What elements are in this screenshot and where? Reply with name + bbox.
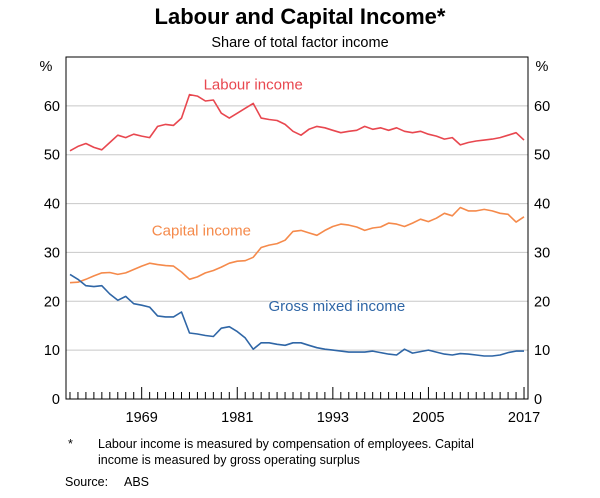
y-tick-label-right: 10 bbox=[534, 343, 550, 359]
chart-subtitle: Share of total factor income bbox=[211, 35, 389, 51]
y-tick-label-left: 20 bbox=[44, 294, 60, 310]
y-tick-label-left: 50 bbox=[44, 148, 60, 164]
source-value: ABS bbox=[124, 475, 150, 489]
y-tick-label-right: 30 bbox=[534, 245, 550, 261]
y-axis-unit-left: % bbox=[40, 59, 53, 75]
y-tick-label-right: 60 bbox=[534, 99, 550, 115]
gridlines bbox=[66, 105, 528, 351]
y-tick-label-right: 0 bbox=[534, 392, 542, 408]
y-tick-label-left: 60 bbox=[44, 99, 60, 115]
axis-labels: 0 0 10 10 20 20 30 30 40 40 50 50 60 60% % 1969 1981 1993… bbox=[40, 59, 551, 426]
footnote-line-2: income is measured by gross operating su… bbox=[98, 453, 360, 467]
x-tick-label: 1969 bbox=[126, 410, 158, 426]
series-label-gross-mixed-income: Gross mixed income bbox=[268, 298, 405, 315]
y-axis-unit-right: % bbox=[536, 59, 549, 75]
x-tick-label: 2005 bbox=[412, 410, 444, 426]
y-tick-label-left: 30 bbox=[44, 245, 60, 261]
footnote-asterisk: * bbox=[68, 437, 73, 451]
y-tick-label-left: 0 bbox=[52, 392, 60, 408]
x-tick-label: 1993 bbox=[317, 410, 349, 426]
chart-title: Labour and Capital Income* bbox=[154, 4, 446, 29]
series-label-capital-income: Capital income bbox=[152, 222, 251, 239]
x-tick-label: 2017 bbox=[508, 410, 540, 426]
series-line-labour-income bbox=[69, 93, 525, 152]
series-line-gross-mixed-income bbox=[69, 273, 524, 357]
y-tick-label-right: 50 bbox=[534, 148, 550, 164]
series-annotations: Labour income Capital income Gross mixed i… bbox=[152, 77, 405, 315]
series-lines bbox=[69, 93, 525, 357]
footnote-line-1: Labour income is measured by compensatio… bbox=[98, 437, 474, 451]
x-axis-ticks bbox=[69, 387, 525, 399]
y-tick-label-left: 10 bbox=[44, 343, 60, 359]
x-tick-label: 1981 bbox=[221, 410, 253, 426]
series-label-labour-income: Labour income bbox=[204, 77, 303, 94]
series-line-capital-income bbox=[69, 206, 525, 284]
y-tick-label-left: 40 bbox=[44, 197, 60, 213]
plot-frame bbox=[65, 56, 529, 400]
source-label: Source: bbox=[65, 475, 109, 489]
y-tick-label-right: 40 bbox=[534, 197, 550, 213]
y-tick-label-right: 20 bbox=[534, 294, 550, 310]
